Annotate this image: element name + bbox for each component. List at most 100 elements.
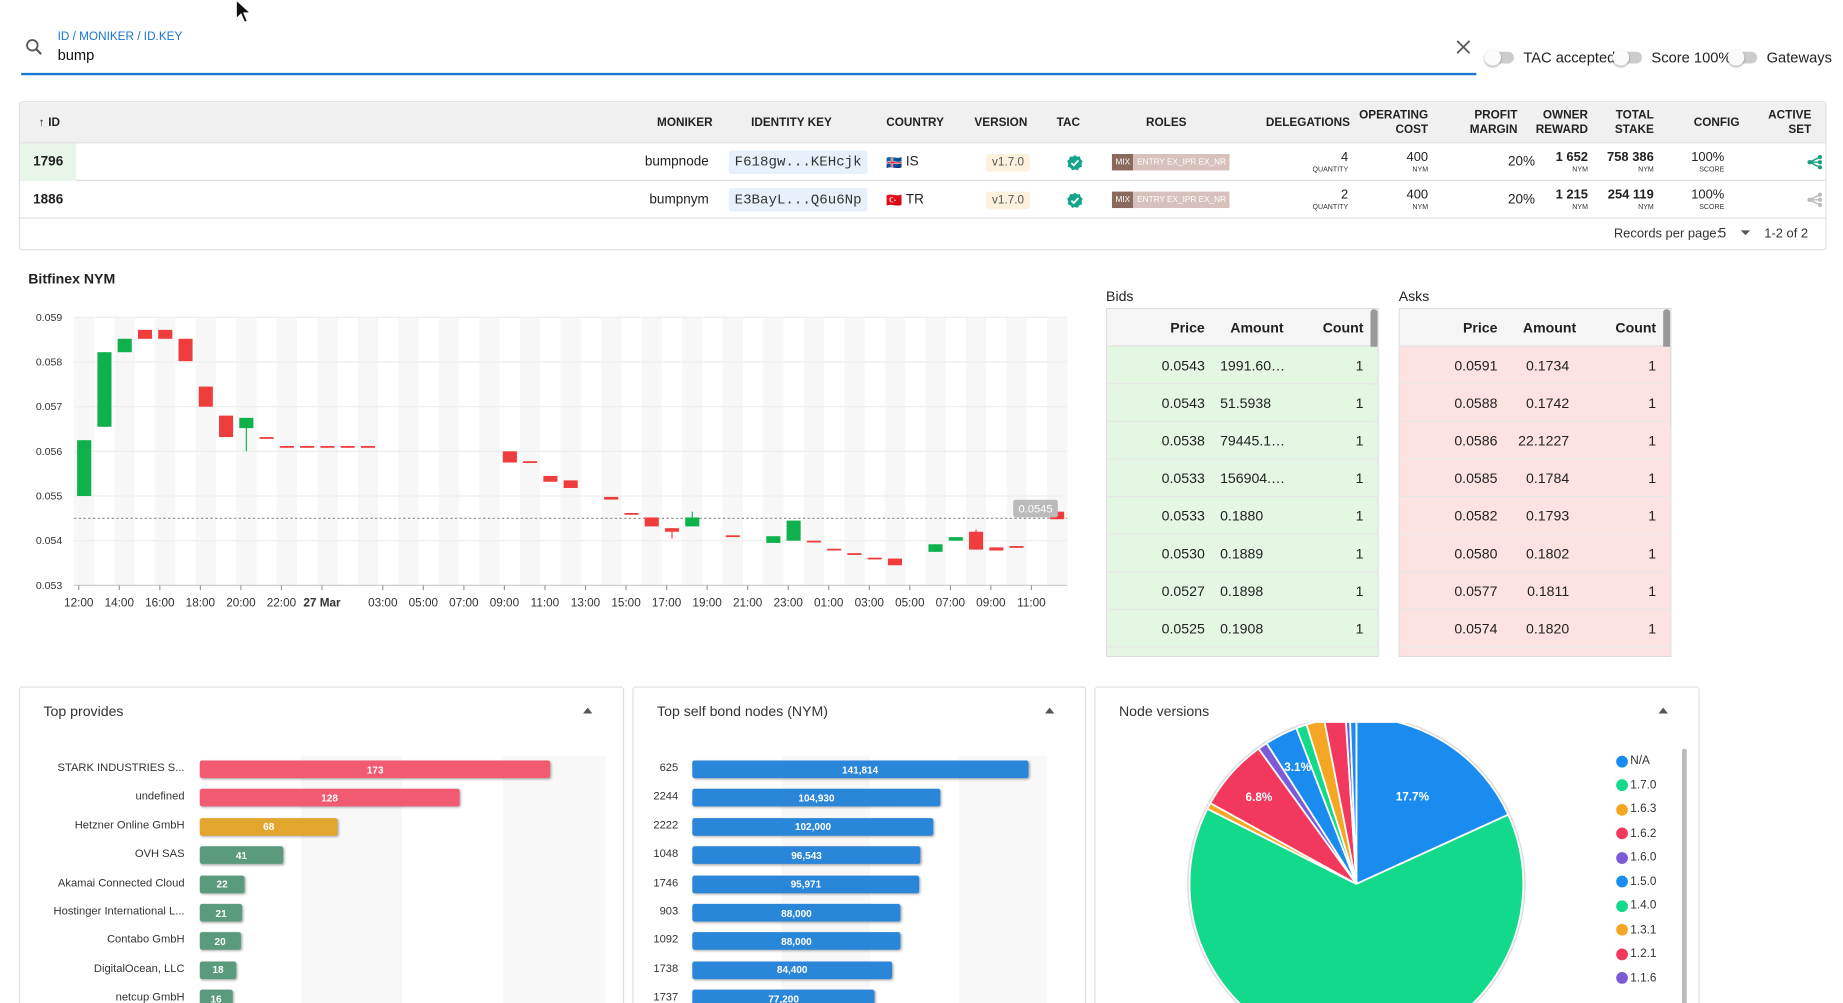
legend-item[interactable]: 1.6.2	[1616, 827, 1656, 840]
legend-item[interactable]: 1.2.1	[1616, 947, 1656, 960]
legend-scrollbar[interactable]	[1681, 748, 1687, 1003]
collapse-caret-icon[interactable]	[1044, 707, 1055, 714]
bar[interactable]: 96,543	[692, 846, 921, 865]
toggle-tac-accepted[interactable]: TAC accepted	[1484, 48, 1615, 67]
clear-icon[interactable]	[1453, 36, 1474, 57]
asks-table[interactable]: Price Amount Count 0.0591 0.1734 1 0.0588 0.…	[1398, 307, 1672, 658]
th-active-set[interactable]: ACTIVE SET	[1768, 108, 1812, 136]
search-input[interactable]	[57, 47, 1410, 64]
bids-row[interactable]: 0.0533 156904.… 1	[1107, 459, 1378, 498]
row-delegations: 4 QUANTITY	[1312, 150, 1349, 174]
bar[interactable]: 88,000	[692, 932, 901, 951]
candle-body	[725, 535, 740, 538]
legend-item[interactable]: 1.1.6	[1616, 971, 1656, 984]
bar-category-label: undefined	[135, 790, 185, 804]
node-versions-panel: Node versions 17.7% 6.8% 3.1%	[1094, 686, 1700, 1003]
bar[interactable]: 21	[199, 903, 243, 922]
toggle-score-100[interactable]: Score 100%	[1612, 48, 1731, 67]
legend-item[interactable]: 1.4.0	[1616, 899, 1656, 912]
legend-item[interactable]: 1.7.0	[1616, 779, 1656, 792]
x-tick-label: 09:00	[976, 597, 1006, 610]
th-version[interactable]: VERSION	[974, 115, 1028, 129]
asks-row[interactable]: 0.0591 0.1734 1	[1399, 346, 1671, 385]
asks-row[interactable]: 0.0585 0.1784 1	[1399, 459, 1671, 498]
bar[interactable]: 18	[199, 961, 237, 979]
bids-row[interactable]: 0.0530 0.1889 1	[1107, 534, 1378, 573]
inactive-set-icon[interactable]	[1807, 181, 1823, 219]
toggle-switch[interactable]	[1484, 49, 1514, 66]
th-total-stake[interactable]: TOTAL STAKE	[1614, 108, 1654, 136]
legend-item[interactable]: 1.5.0	[1616, 875, 1656, 888]
bar[interactable]: 104,930	[692, 789, 941, 807]
legend-item[interactable]: N/A	[1616, 755, 1650, 768]
bar[interactable]: 88,000	[692, 903, 901, 922]
bar[interactable]: 16	[199, 989, 233, 1003]
active-set-icon[interactable]	[1807, 143, 1823, 181]
mouse-cursor-icon	[235, 0, 252, 24]
toggle-gateways[interactable]: Gateways	[1727, 48, 1832, 67]
x-tick-label: 03:00	[855, 597, 885, 610]
collapse-caret-icon[interactable]	[1658, 707, 1668, 714]
bar[interactable]: 77,200	[692, 989, 875, 1003]
asks-row[interactable]: 0.0582 0.1793 1	[1399, 497, 1671, 535]
node-versions-pie[interactable]: 17.7% 6.8% 3.1%	[1166, 722, 1542, 1003]
asks-row[interactable]: 0.0588 0.1742 1	[1399, 384, 1671, 422]
bar[interactable]: 141,814	[692, 760, 1028, 779]
chart-title: Bitfinex NYM	[28, 270, 116, 287]
bar[interactable]: 20	[199, 932, 241, 951]
candlestick-chart[interactable]: 0.059 0.058 0.057 0.056 0.055 0.054 0.05312:00…	[21, 303, 1079, 626]
th-roles[interactable]: ROLES	[1146, 115, 1187, 129]
records-per-page-select[interactable]: 5	[1718, 225, 1750, 241]
toggle-switch[interactable]	[1727, 49, 1758, 66]
bids-row[interactable]: 0.0538 79445.1… 1	[1107, 421, 1378, 460]
th-id[interactable]: ↑ ID	[38, 115, 60, 129]
legend-item[interactable]: 1.3.1	[1616, 923, 1656, 936]
bar[interactable]: 102,000	[692, 817, 934, 836]
bids-row[interactable]: 0.0527 0.1898 1	[1107, 572, 1378, 611]
th-moniker[interactable]: MONIKER	[657, 115, 713, 129]
legend-label: 1.3.1	[1630, 923, 1657, 937]
table-row[interactable]: 1886 bumpnym E3BayL...Q6u6Np 🇹🇷 TR v1.7.0…	[19, 181, 1826, 219]
th-operating-cost[interactable]: OPERATING COST	[1359, 108, 1429, 136]
th-config[interactable]: CONFIG	[1693, 115, 1740, 129]
asks-row[interactable]: 0.0586 22.1227 1	[1399, 421, 1671, 460]
bar[interactable]: 68	[199, 817, 338, 836]
bar[interactable]: 128	[199, 789, 460, 807]
bar[interactable]: 173	[199, 760, 551, 779]
th-identity-key[interactable]: IDENTITY KEY	[751, 115, 832, 129]
row-identity-key[interactable]: F618gw...KEHcjk	[728, 143, 868, 181]
bids-table[interactable]: Price Amount Count 0.0543 1991.60… 1 0.0543…	[1106, 307, 1379, 658]
table-pagination: Records per page: 5 1-2 of 2	[20, 219, 1825, 252]
bar[interactable]: 41	[199, 846, 283, 865]
bids-row[interactable]: 0.0525 0.1908 1	[1107, 610, 1378, 648]
last-price-badge	[1013, 499, 1058, 518]
collapse-caret-icon[interactable]	[582, 707, 593, 714]
asks-row[interactable]: 0.0577 0.1811 1	[1399, 572, 1671, 611]
bar[interactable]: 84,400	[692, 961, 893, 979]
search-label: ID / MONIKER / ID.KEY	[57, 30, 183, 44]
bar-category-label: Hetzner Online GmbH	[74, 819, 185, 832]
th-delegations[interactable]: DELEGATIONS	[1265, 115, 1350, 129]
table-row[interactable]: 1796 bumpnode F618gw...KEHcjk 🇮🇸 IS v1.7.…	[19, 143, 1826, 182]
th-owner-reward[interactable]: OWNER REWARD	[1535, 108, 1588, 136]
th-country[interactable]: COUNTRY	[886, 115, 944, 129]
asks-row[interactable]: 0.0574 0.1820 1	[1399, 610, 1671, 648]
orderbook-amount: 156904.…	[1220, 470, 1286, 487]
toggle-switch[interactable]	[1612, 49, 1643, 66]
legend-item[interactable]: 1.6.3	[1616, 803, 1656, 816]
bar[interactable]: 95,971	[692, 875, 920, 893]
asks-row[interactable]: 0.0580 0.1802 1	[1399, 534, 1671, 573]
search-field[interactable]: ID / MONIKER / ID.KEY	[21, 21, 1477, 76]
pie-slice	[1349, 722, 1358, 884]
bids-row[interactable]: 0.0543 1991.60… 1	[1107, 346, 1378, 385]
legend-item[interactable]: 1.6.0	[1616, 851, 1656, 864]
row-version: v1.7.0	[986, 143, 1030, 181]
th-tac[interactable]: TAC	[1056, 115, 1080, 129]
th-profit-margin[interactable]: PROFIT MARGIN	[1469, 108, 1518, 136]
bar[interactable]: 22	[199, 875, 245, 893]
row-identity-key[interactable]: E3BayL...Q6u6Np	[728, 181, 868, 219]
bids-row[interactable]: 0.0543 51.5938 1	[1107, 384, 1378, 422]
caret-down-icon	[1740, 230, 1750, 236]
tac-check-icon	[1066, 181, 1084, 219]
bids-row[interactable]: 0.0533 0.1880 1	[1107, 497, 1378, 535]
